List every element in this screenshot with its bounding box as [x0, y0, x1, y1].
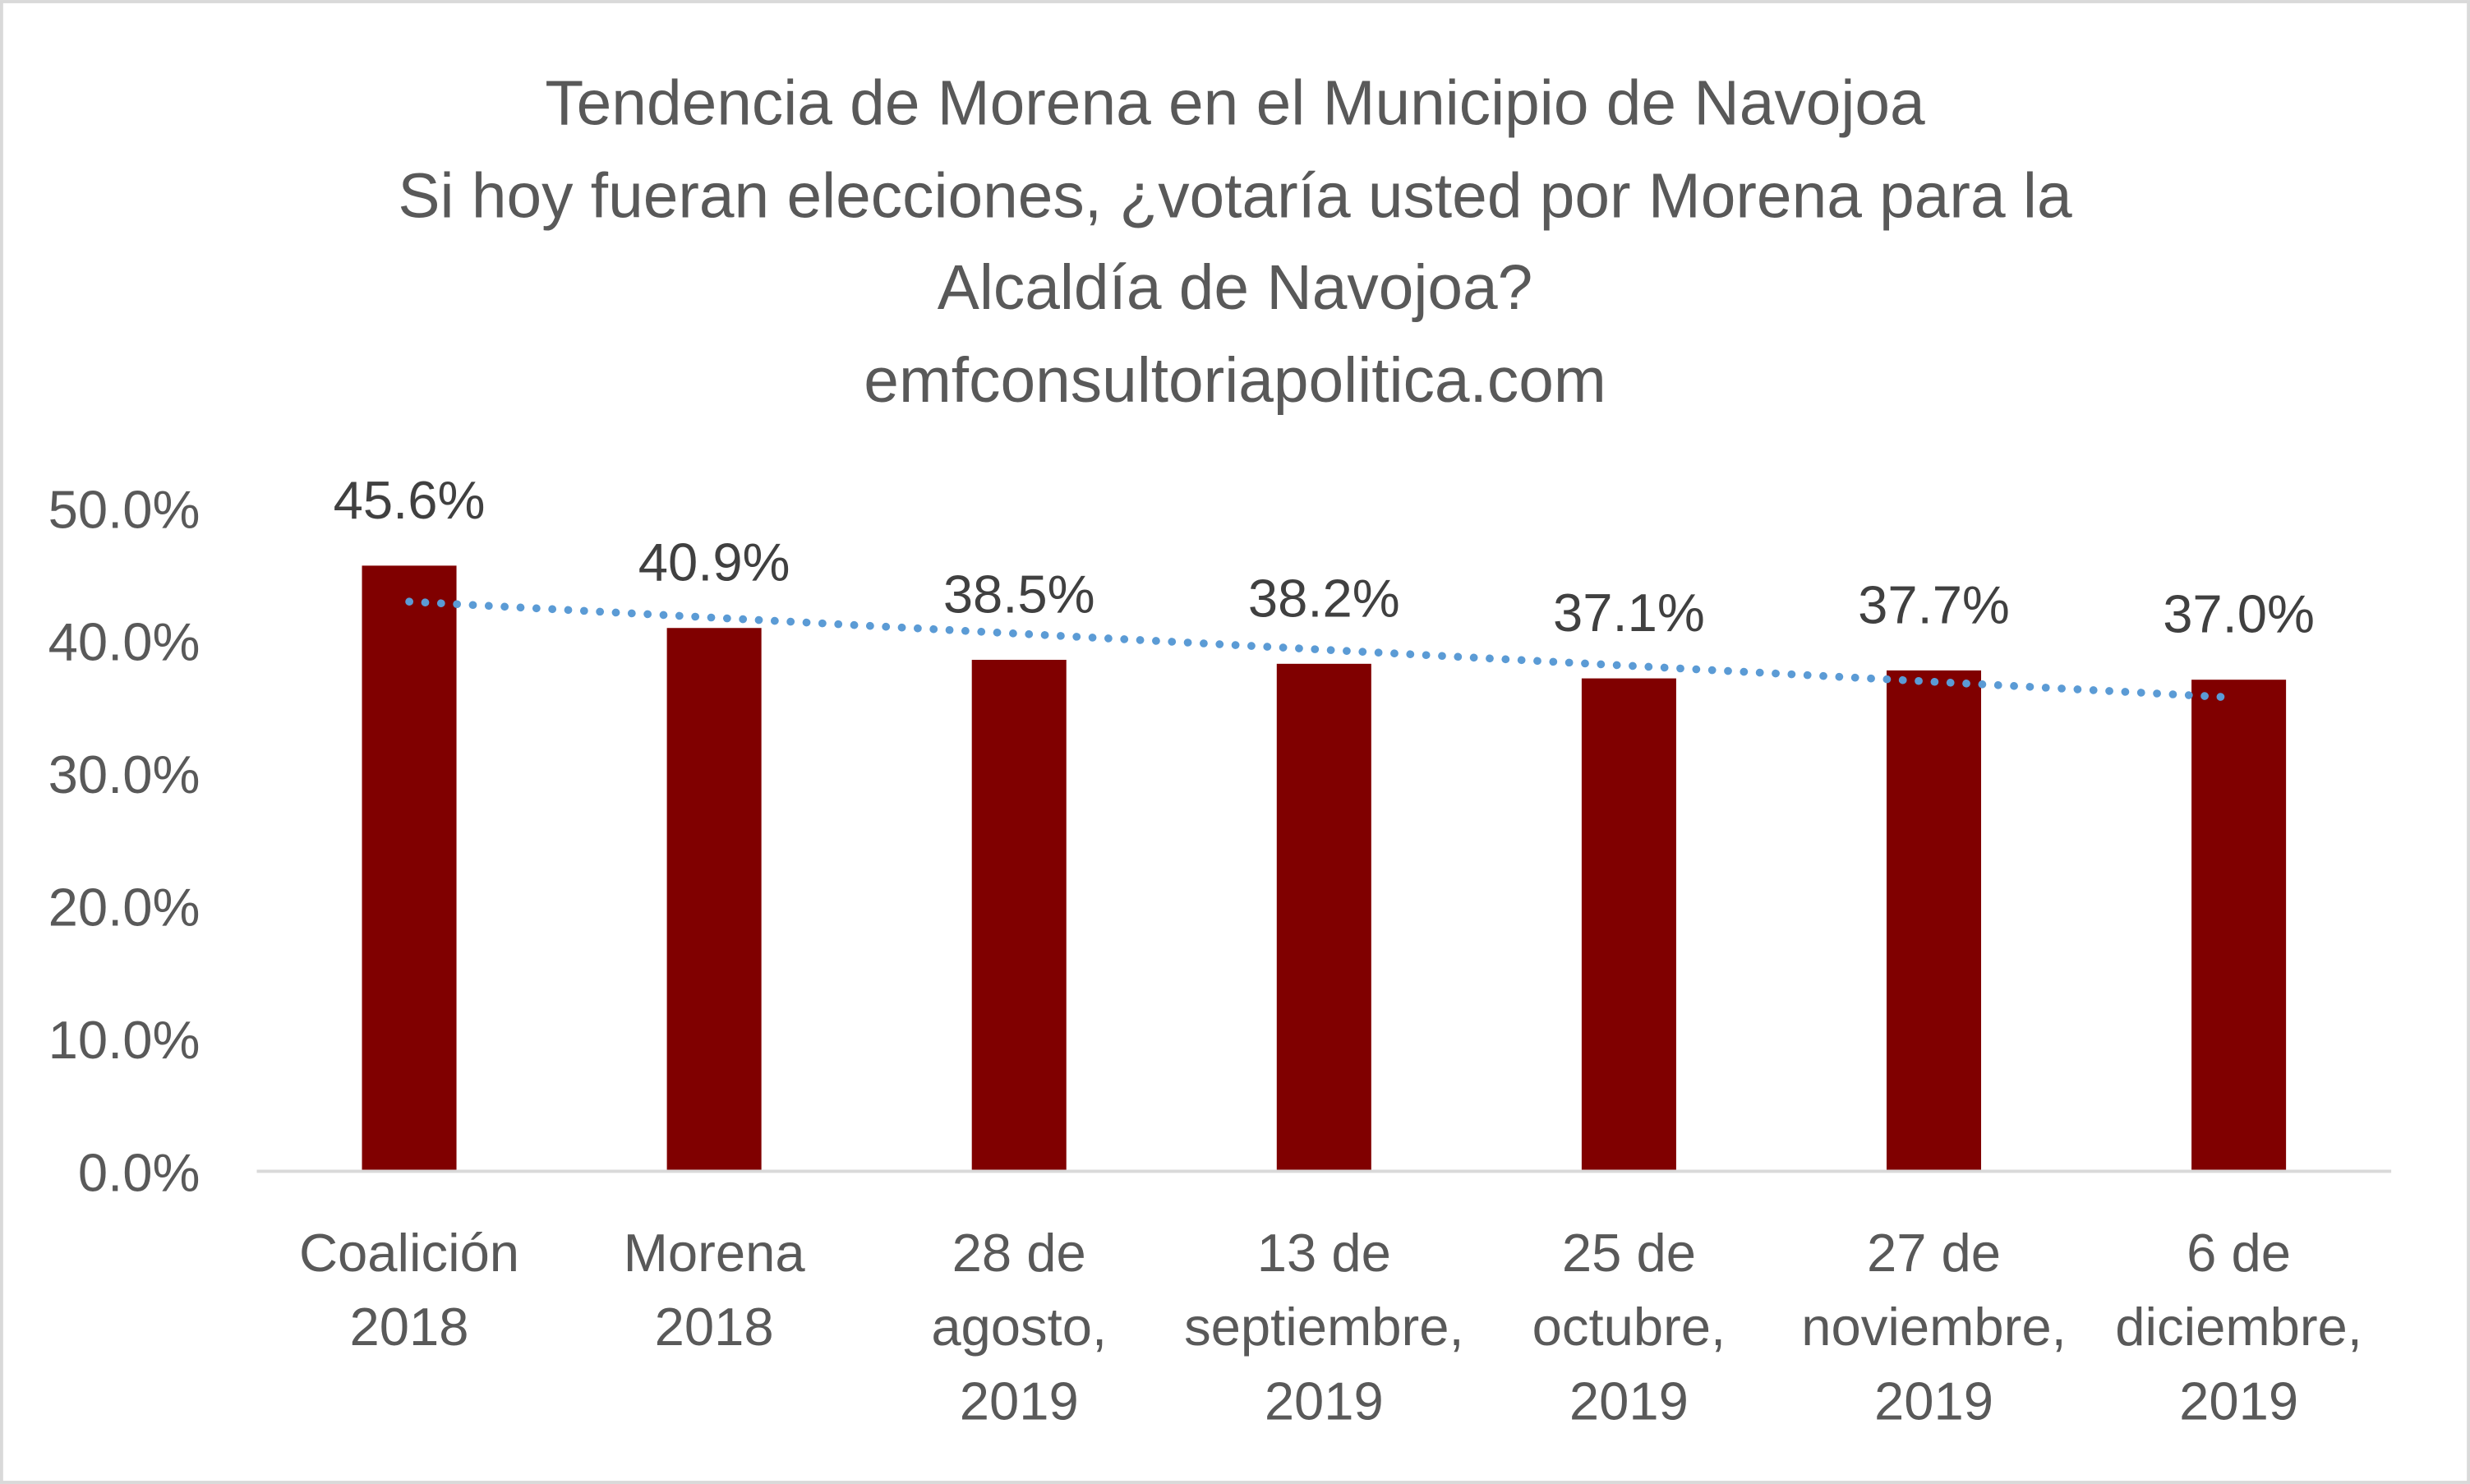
data-label: 37.1%: [1553, 583, 1705, 643]
y-tick-label: 50.0%: [48, 479, 200, 539]
y-tick-label: 20.0%: [48, 878, 200, 938]
data-label: 38.2%: [1248, 568, 1400, 628]
x-tick-label: 27 de: [1867, 1223, 2001, 1283]
x-tick-label: agosto,: [931, 1297, 1107, 1357]
x-tick-label: octubre,: [1532, 1297, 1726, 1357]
x-tick-label: 2019: [960, 1371, 1079, 1431]
x-tick-label: 28 de: [952, 1223, 1086, 1283]
y-tick-label: 0.0%: [78, 1142, 200, 1202]
x-tick-label: 2019: [1569, 1371, 1689, 1431]
data-label: 37.7%: [1858, 574, 2010, 634]
data-label: 37.0%: [2163, 584, 2315, 644]
bar: [666, 628, 762, 1171]
y-tick-label: 40.0%: [48, 612, 200, 672]
x-tick-label: 13 de: [1257, 1223, 1391, 1283]
title-line-4: emfconsultoriapolitica.com: [864, 346, 1606, 416]
x-tick-label: Morena: [624, 1223, 806, 1283]
x-tick-label: 6 de: [2187, 1223, 2291, 1283]
bar: [971, 659, 1067, 1171]
x-tick-label: 2019: [2179, 1371, 2298, 1431]
x-tick-label: noviembre,: [1801, 1297, 2066, 1357]
bar: [1581, 678, 1676, 1171]
x-tick-label: 2019: [1874, 1371, 1993, 1431]
chart-title: Tendencia de Morena en el Municipio de N…: [398, 69, 2072, 416]
bar: [1276, 663, 1371, 1171]
x-tick-label: 25 de: [1562, 1223, 1696, 1283]
title-line-2: Si hoy fueran elecciones, ¿votaría usted…: [398, 162, 2072, 232]
data-label: 40.9%: [638, 532, 790, 592]
y-tick-label: 10.0%: [48, 1010, 200, 1070]
data-label: 45.6%: [334, 470, 486, 530]
bar: [2191, 680, 2287, 1171]
x-tick-label: 2018: [655, 1297, 774, 1357]
x-tick-label: 2018: [350, 1297, 469, 1357]
bar: [1886, 670, 1982, 1171]
x-tick-label: Coalición: [299, 1223, 519, 1283]
title-line-1: Tendencia de Morena en el Municipio de N…: [545, 69, 1925, 139]
title-line-3: Alcaldía de Navojoa?: [938, 253, 1533, 323]
y-tick-label: 30.0%: [48, 744, 200, 804]
data-label: 38.5%: [943, 564, 1095, 624]
bar: [362, 565, 457, 1171]
trendline: [405, 597, 2231, 702]
x-tick-label: diciembre,: [2115, 1297, 2362, 1357]
x-tick-label: 2019: [1265, 1371, 1384, 1431]
x-tick-label: septiembre,: [1184, 1297, 1464, 1357]
